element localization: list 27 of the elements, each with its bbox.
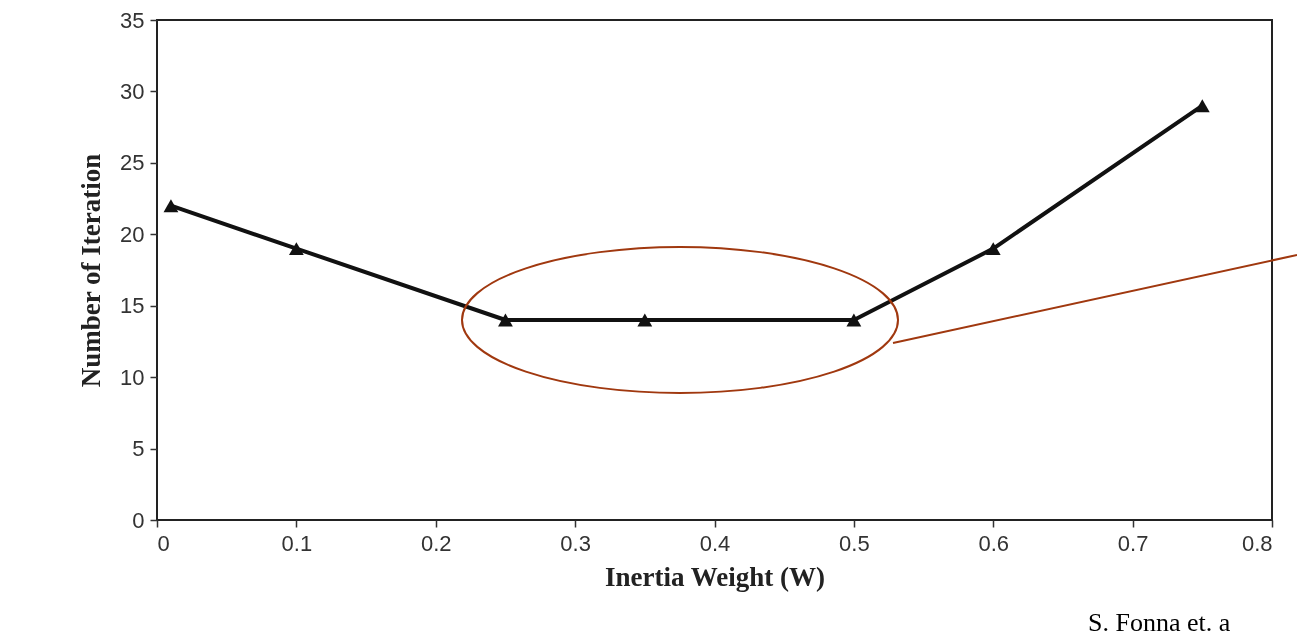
y-tick-label: 5 [132,436,145,462]
point [846,313,862,327]
point [163,199,179,213]
y-tick-label: 0 [132,507,145,533]
y-tick-label: 10 [120,364,145,390]
point [637,313,653,327]
text: S. Fonna et. a [1088,608,1231,636]
y-tick-label: 20 [120,221,145,247]
y-tick-label: 25 [120,150,145,176]
point [985,242,1001,255]
y-axis-title: Number of Iteration [76,153,107,388]
y-tick-label: 35 [120,7,145,33]
x-tick-label: 0.8 [1241,530,1273,556]
x-tick-label: 0.3 [560,530,591,556]
x-tick-label: 0.5 [839,530,870,556]
x-tick-label: 0.6 [978,530,1010,556]
x-tick-label: 0.2 [420,530,452,556]
point [1194,99,1210,113]
y-tick-label: 15 [120,293,145,319]
x-tick-label: 0.7 [1117,530,1149,556]
x-tick-label: 0.4 [699,530,731,556]
x-tick-label: 0.1 [281,530,313,556]
y-tick-label: 30 [120,78,145,104]
point [288,242,304,255]
x-tick-label: 0 [157,530,170,556]
point [498,313,513,327]
x-axis-title: Inertia Weight (W) [605,561,825,592]
